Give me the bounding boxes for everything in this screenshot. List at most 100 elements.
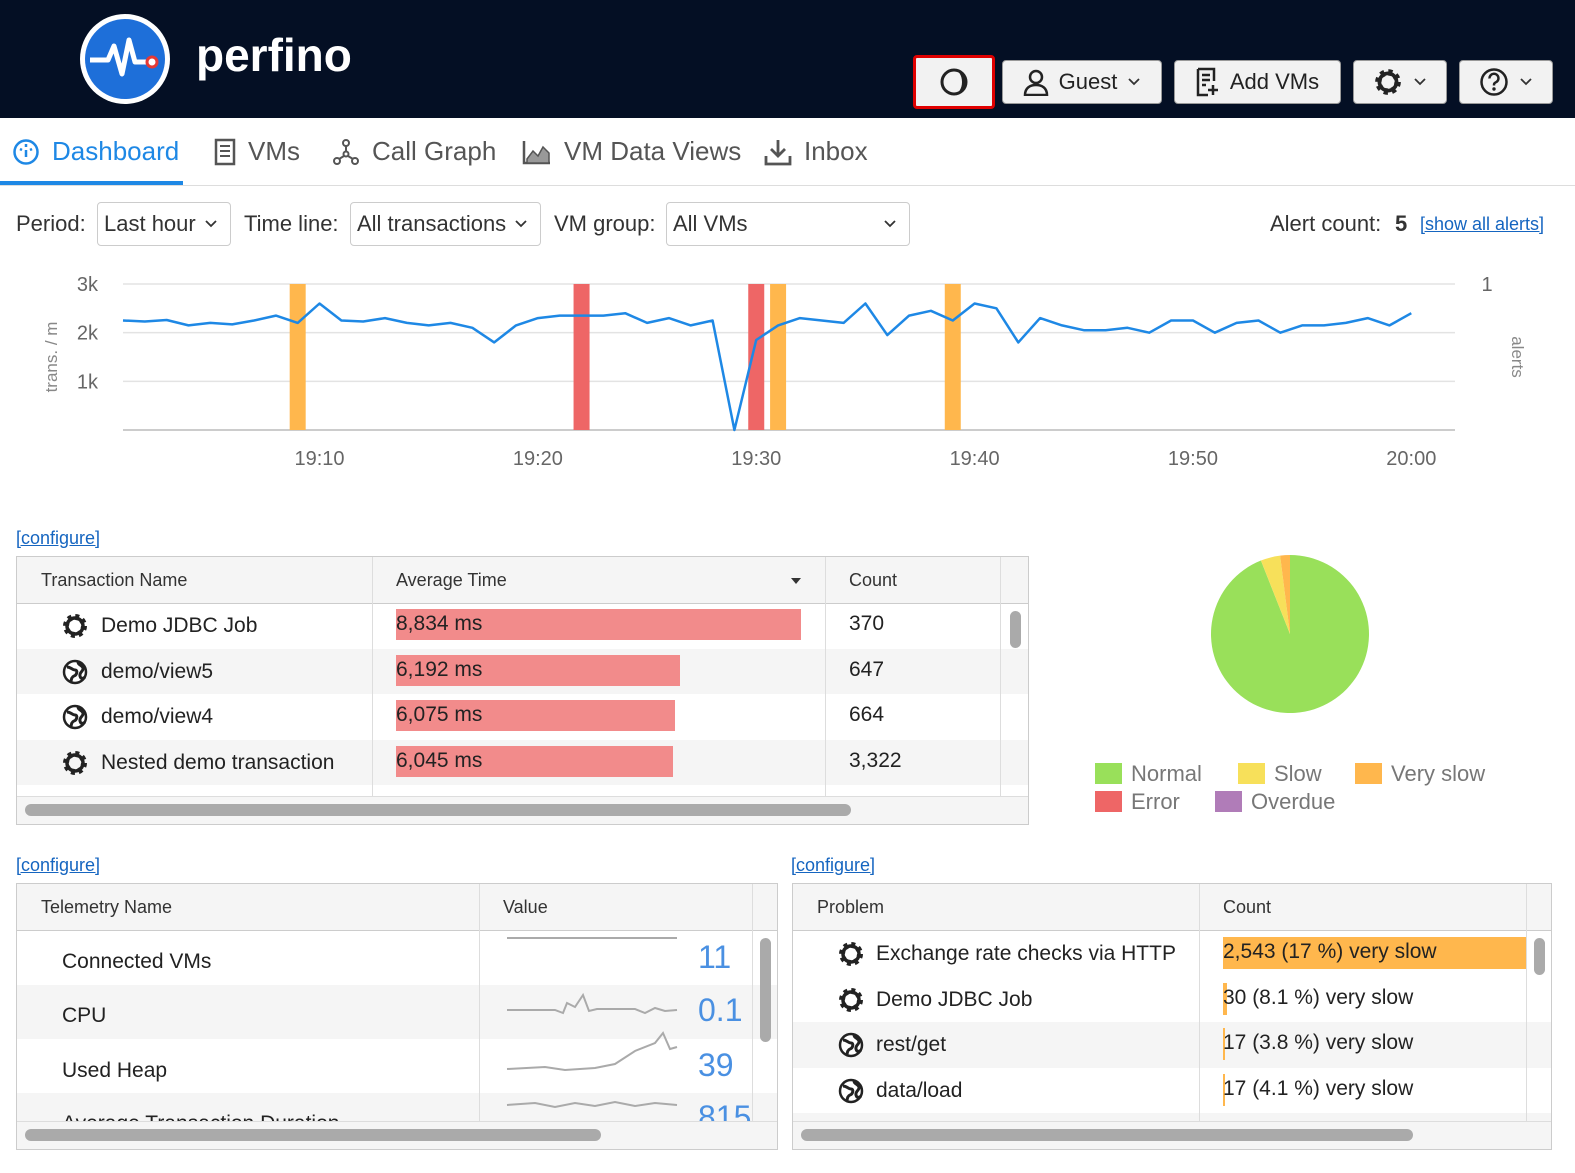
problem-name: Demo JDBC Job (876, 987, 1033, 1011)
column-header[interactable]: Value (503, 897, 548, 917)
vm-group-select[interactable]: All VMs (666, 202, 910, 246)
icon-part (1414, 78, 1426, 86)
icon-part (1488, 72, 1500, 86)
count-label: 2,543 (17 %) very slow (1223, 940, 1437, 963)
tab[interactable]: VM Data Views (522, 118, 741, 185)
legend-label: Error (1131, 789, 1180, 814)
time-bar: 6,045 ms (396, 745, 674, 777)
scroll-thumb[interactable] (801, 1129, 1413, 1141)
scroll-thumb[interactable] (25, 1129, 601, 1141)
vertical-scroll-thumb[interactable] (1534, 938, 1545, 975)
horizontal-scrollbar (793, 1121, 1551, 1149)
alert-count-label: Alert count: (1270, 211, 1382, 236)
column-header[interactable]: Transaction Name (41, 570, 188, 590)
transaction-name: Nested demo transaction (101, 750, 335, 774)
x-tick-label: 20:00 (1386, 448, 1436, 470)
show-alerts-link[interactable]: [show all alerts] (1420, 214, 1545, 234)
column-divider (1526, 884, 1527, 1124)
count-bar (1223, 937, 1526, 969)
configure-link[interactable]: [configure] (16, 855, 101, 875)
table-header: Problem Count (793, 884, 1551, 931)
tab[interactable]: VMs (214, 118, 300, 185)
icon-part (333, 156, 341, 165)
column-header[interactable]: Telemetry Name (41, 897, 173, 917)
caret (1520, 78, 1532, 86)
moon-icon (940, 68, 968, 96)
legend-swatch (1238, 763, 1265, 784)
y-tick-label: 1k (77, 371, 99, 393)
x-tick-label: 19:30 (731, 448, 781, 470)
telemetry-name: Used Heap (62, 1059, 168, 1082)
pie-slice (1260, 555, 1290, 634)
app-header: perfino Guest Add VMs (0, 0, 1575, 118)
time-label: 6,075 ms (396, 703, 483, 726)
vm-group-label: VM group: (554, 211, 656, 236)
tab-label: Dashboard (52, 136, 180, 166)
icon-part (526, 145, 550, 164)
time-bar: 6,075 ms (396, 700, 675, 731)
legend-label: Normal (1131, 761, 1202, 786)
icon-part (1520, 78, 1532, 86)
settings-menu[interactable] (1353, 60, 1447, 104)
icon-shape (64, 661, 86, 683)
legend-label: Very slow (1391, 761, 1486, 786)
vertical-scroll-thumb[interactable] (1010, 611, 1021, 648)
dashboard-icon (13, 138, 39, 165)
select-value: Last hour (104, 211, 196, 236)
scroll-thumb[interactable] (25, 804, 851, 816)
icon-shape (66, 754, 84, 772)
column-header[interactable]: Count (1223, 897, 1272, 917)
icon-shape (64, 706, 86, 728)
timeline-select[interactable]: All transactions (350, 202, 541, 246)
tab[interactable]: Dashboard (12, 118, 179, 185)
tab[interactable]: Call Graph (332, 118, 496, 185)
column-divider (1199, 884, 1200, 1124)
icon-part (1128, 78, 1140, 86)
count: 3,322 (849, 748, 902, 772)
sparklines (506, 937, 678, 1109)
configure-link[interactable]: [configure] (16, 528, 101, 548)
theme-toggle[interactable] (913, 55, 995, 109)
telemetry-name: CPU (62, 1004, 107, 1027)
column-divider (372, 557, 373, 798)
column-divider (1000, 557, 1001, 798)
x-tick-label: 19:10 (294, 448, 344, 470)
icon-shape (842, 991, 860, 1009)
icon-part (13, 138, 39, 165)
add-vms-button[interactable]: Add VMs (1174, 60, 1341, 104)
time-label: 6,192 ms (396, 657, 483, 681)
legend-swatch (1215, 791, 1242, 812)
icon-part (506, 1100, 678, 1109)
icon-part (506, 1031, 678, 1072)
alert-bar (573, 284, 590, 430)
problem-name: Exchange rate checks via HTTP (876, 942, 1176, 965)
x-tick-label: 19:40 (950, 448, 1000, 470)
user-name: Guest (1058, 69, 1118, 94)
period-label: Period: (16, 211, 86, 236)
row-bg (17, 1093, 777, 1124)
icon-part (1023, 83, 1048, 96)
vm-icon (214, 138, 236, 165)
count: 370 (849, 612, 885, 635)
icon-part (791, 578, 801, 584)
tab-bar: Dashboard VMs Call Graph VM Data Views I… (0, 118, 1575, 186)
column-header[interactable]: Problem (817, 897, 885, 917)
caret (205, 220, 217, 228)
row-bg (793, 1022, 1551, 1068)
column-header[interactable]: Average Time (396, 570, 507, 590)
icon-part (507, 992, 678, 1015)
vertical-scroll-thumb[interactable] (760, 938, 771, 1042)
count-bar (1223, 1028, 1226, 1060)
help-menu[interactable] (1459, 60, 1553, 104)
time-bar: 6,192 ms (396, 654, 680, 686)
configure-link[interactable]: [configure] (791, 855, 876, 875)
user-menu[interactable]: Guest (1002, 60, 1162, 104)
period-select[interactable]: Last hour (97, 202, 231, 246)
problem-name: data/load (876, 1078, 963, 1102)
x-tick-label: 19:20 (513, 448, 563, 470)
row-icon (837, 1077, 865, 1105)
column-header[interactable]: Count (849, 570, 898, 590)
tab[interactable]: Inbox (764, 118, 868, 185)
pie-slice (1280, 555, 1290, 634)
data-views-icon (522, 140, 550, 164)
